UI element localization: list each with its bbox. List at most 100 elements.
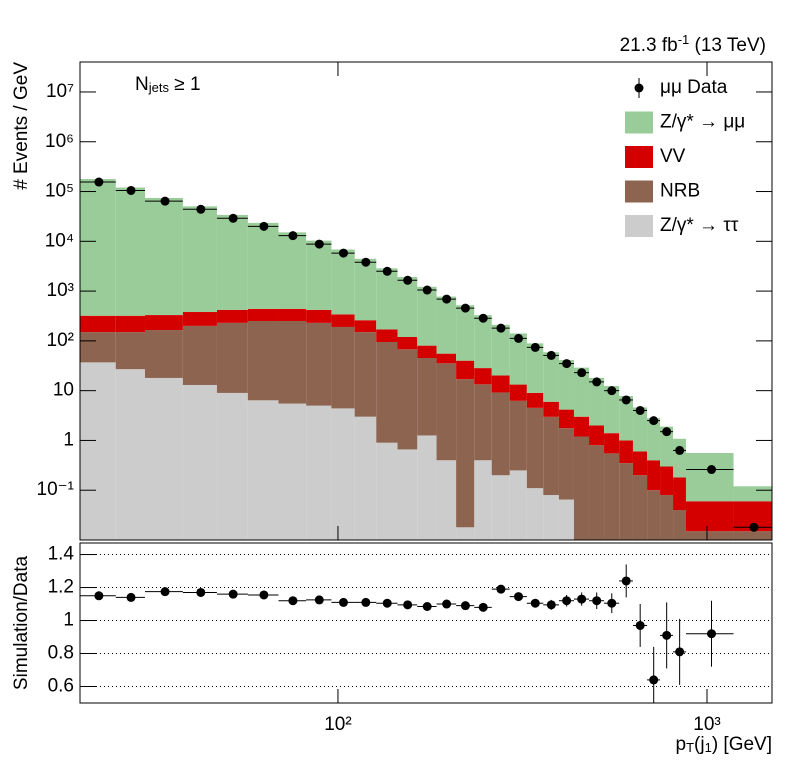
stack-bar: [247, 321, 279, 401]
stack-bar: [417, 345, 437, 359]
data-point: [592, 377, 602, 387]
stack-bar: [182, 384, 217, 540]
annotation: Njets ≥ 1: [135, 74, 201, 95]
stack-bar: [182, 312, 217, 326]
data-point: [530, 342, 540, 352]
x-axis-title-part: 1: [705, 740, 712, 755]
stack-bar: [589, 445, 605, 540]
stack-bar: [456, 379, 475, 528]
legend-swatch: [625, 111, 653, 134]
stack-bar: [685, 501, 734, 532]
ratio-point: [478, 602, 488, 612]
stack-bar: [247, 400, 279, 540]
legend: μμ Data Z/γ* → μμ VV NRB Z/γ* → ττ: [625, 77, 745, 237]
data-point: [546, 350, 556, 360]
stack-bar: [558, 499, 574, 540]
stack-bar: [474, 460, 492, 540]
stack-bar: [509, 333, 527, 385]
stack-bar: [558, 409, 574, 429]
ratio-area: [80, 554, 772, 703]
stack-bar: [619, 463, 633, 540]
data-point: [442, 294, 452, 304]
stack-bar: [376, 442, 398, 540]
stack-bar: [376, 342, 398, 443]
stack-bar: [526, 407, 544, 489]
stack-bar: [80, 179, 116, 316]
stack-area: [80, 177, 772, 540]
x-tick-label: 10³: [693, 714, 720, 735]
lumi-part: (13 TeV): [689, 35, 766, 56]
stack-bar: [417, 286, 437, 346]
x-tick-label: 10²: [324, 714, 351, 735]
data-point: [675, 445, 685, 455]
ratio-point: [196, 587, 206, 597]
stack-bar: [278, 308, 307, 322]
data-point: [621, 395, 631, 405]
stack-bar: [354, 320, 377, 333]
stack-bar: [417, 358, 437, 436]
data-point: [382, 266, 392, 276]
stack-bar: [685, 452, 734, 502]
stack-bar: [216, 309, 248, 323]
legend-label: VV: [660, 146, 686, 167]
stack-bar: [589, 425, 605, 446]
data-point: [460, 303, 470, 313]
y-tick-label: 1.4: [48, 544, 75, 565]
ratio-point: [530, 598, 540, 608]
stack-bar: [632, 451, 648, 476]
stack-bar: [509, 400, 527, 471]
stack-bar: [80, 332, 116, 363]
stack-bar: [660, 426, 674, 467]
stack-bar: [144, 197, 183, 316]
lumi-part: 21.3 fb: [620, 35, 678, 56]
ratio-point: [635, 620, 645, 630]
stack-bar: [573, 367, 590, 417]
stack-bar: [306, 309, 332, 323]
annotation-part: ≥ 1: [169, 74, 201, 95]
stack-bar: [619, 396, 633, 441]
lumi: 21.3 fb-1 (13 TeV): [620, 32, 766, 56]
ratio-point: [382, 598, 392, 608]
ratio-point: [422, 602, 432, 612]
y-tick-label: 0.6: [48, 676, 74, 697]
x-axis-title-part: (j: [694, 734, 705, 755]
stack-bar: [491, 475, 510, 540]
legend-label: μμ Data: [660, 77, 728, 98]
stack-bar: [354, 416, 377, 540]
x-axis-title: pT(j1) [GeV]: [675, 734, 772, 755]
ratio-point: [126, 592, 136, 602]
lumi-part: -1: [678, 32, 690, 47]
stack-bar: [80, 315, 116, 333]
ratio-point: [546, 600, 556, 610]
stack-bar: [436, 296, 457, 354]
stack-bar: [491, 375, 510, 393]
stack-bar: [543, 416, 559, 496]
stack-bar: [397, 449, 418, 540]
ratio-point: [649, 675, 659, 685]
stack-bar: [685, 531, 734, 540]
legend-label: Z/γ* → ττ: [660, 215, 739, 236]
y-tick-label: 10³: [47, 280, 74, 301]
data-point: [196, 204, 206, 214]
ratio-point: [288, 596, 298, 606]
y-axis-title: Simulation/Data: [11, 556, 32, 691]
legend-label: Z/γ* → μμ: [660, 112, 745, 133]
stack-bar: [491, 392, 510, 476]
data-point: [228, 213, 238, 223]
data-point: [707, 465, 717, 475]
ratio-point: [94, 591, 104, 601]
data-point: [577, 368, 587, 378]
data-point: [749, 522, 759, 532]
y-tick-label: 10⁵: [45, 181, 74, 202]
stack-bar: [331, 326, 355, 409]
legend-swatch: [625, 215, 653, 237]
stack-bar: [509, 470, 527, 540]
stack-bar: [144, 315, 183, 331]
stack-bar: [397, 276, 418, 337]
stack-bar: [216, 214, 248, 310]
stack-bar: [376, 268, 398, 330]
stack-bar: [526, 343, 544, 393]
stack-bar: [216, 322, 248, 393]
annotation-part: N: [135, 74, 149, 95]
y-tick-label: 1.2: [48, 577, 74, 598]
